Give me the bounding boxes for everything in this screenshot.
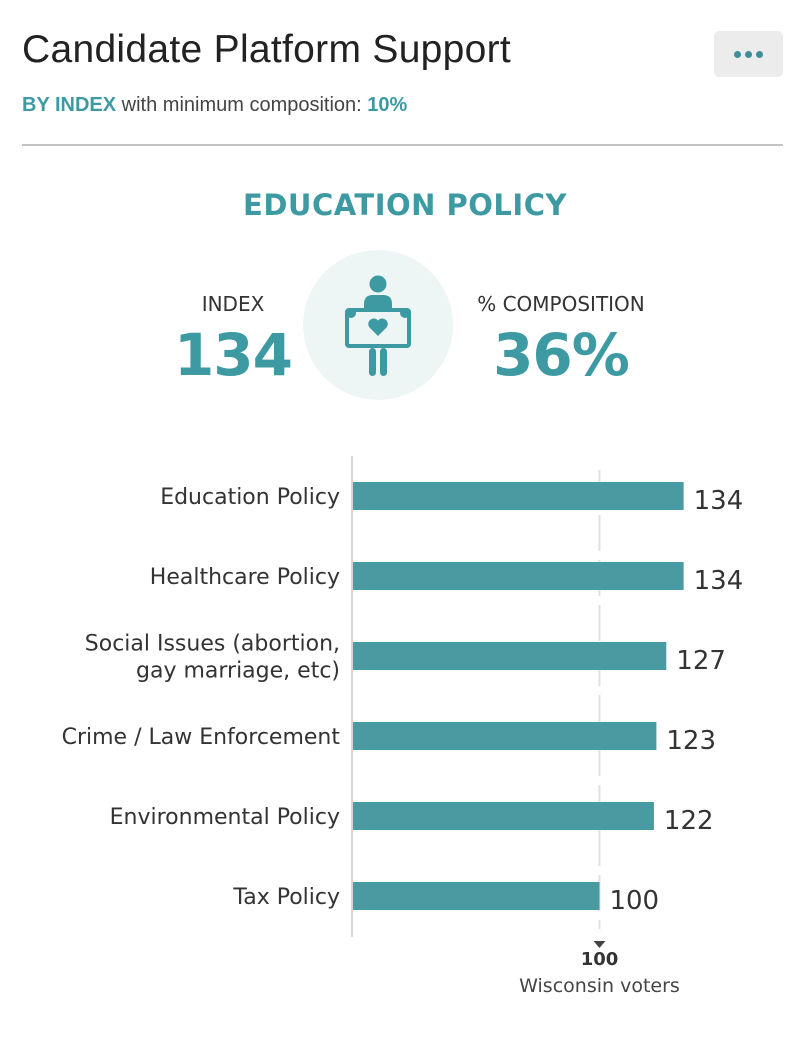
data-label: 100 [609,886,659,916]
index-value: 134 [173,321,293,389]
category-label: Social Issues (abortion, gay marriage, et… [85,632,340,684]
data-label: 134 [694,486,744,516]
bar [353,722,657,750]
subtitle-text: with minimum composition: [116,94,368,116]
category-label: Crime / Law Enforcement [62,725,341,750]
bar [353,802,654,830]
person-holding-heart-sign-icon [345,275,411,376]
data-label: 127 [676,646,726,676]
data-label: 123 [666,726,716,756]
category-label: Education Policy [160,485,340,510]
category-label: Healthcare Policy [150,565,340,590]
data-label: 122 [664,806,714,836]
reference-value-label: 100 [581,949,619,970]
more-dots-icon [745,50,752,58]
more-dots-icon [734,50,741,58]
category-icon-circle [303,250,453,400]
data-label: 134 [694,566,744,596]
subtitle: BY INDEX with minimum composition: 10% [22,91,407,119]
index-label: INDEX [201,292,265,316]
reference-caption: Wisconsin voters [519,975,680,997]
page-title: Candidate Platform Support [22,28,512,71]
reference-marker-icon [593,941,606,948]
category-label: Tax Policy [232,885,340,910]
bar [353,482,684,510]
platform-index-bar-chart: 134 Education Policy 134 Healthcare Policy 1… [62,456,744,997]
more-dots-icon [756,50,763,58]
subtitle-threshold[interactable]: 10% [367,94,408,116]
composition-value: 36% [493,321,630,389]
category-label: Environmental Policy [110,805,340,830]
bar [353,562,684,590]
composition-label: % COMPOSITION [477,292,645,316]
subtitle-mode[interactable]: BY INDEX [22,94,117,116]
composition-metric: % COMPOSITION 36% [431,290,691,390]
section-title: EDUCATION POLICY [243,188,567,222]
index-metric: INDEX 134 [103,290,363,390]
more-options-button[interactable] [714,31,783,77]
bar [353,882,600,910]
header-divider [22,144,783,146]
bar [353,642,667,670]
